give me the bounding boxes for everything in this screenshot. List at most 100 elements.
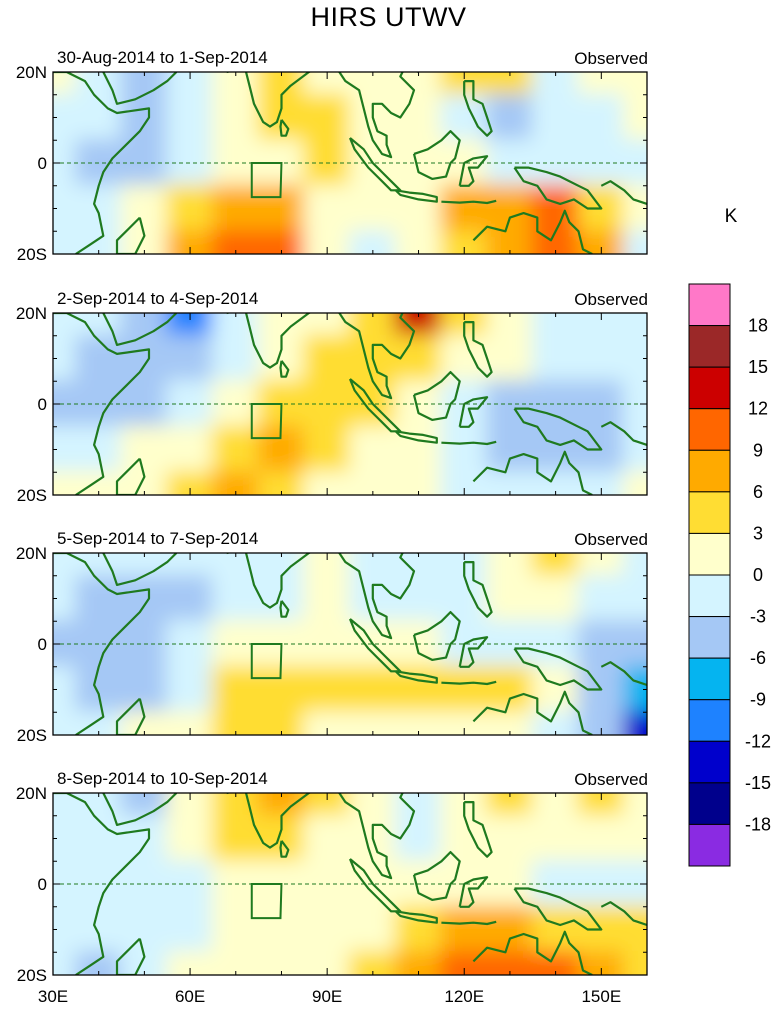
coastline [279, 360, 290, 378]
heatmap-cell [211, 93, 260, 142]
coastline [458, 396, 489, 428]
panel-period: 2-Sep-2014 to 4-Sep-2014 [57, 289, 258, 308]
heatmap-cell [349, 711, 397, 735]
colorbar: 18 15 12 9 6 3 0 -3 -6 -9 -12 -15 -18 K [688, 206, 771, 867]
heatmap-cell [394, 334, 443, 383]
heatmap-cell [349, 553, 397, 577]
heatmap-cell [257, 711, 306, 735]
heatmap-cell [53, 665, 77, 714]
heatmap-cell [303, 553, 351, 577]
panel-period: 5-Sep-2014 to 7-Sep-2014 [57, 529, 258, 548]
heatmap-cell [577, 814, 626, 863]
heatmap-cell [74, 793, 123, 817]
colorbar-bin [688, 740, 731, 784]
coastline [102, 313, 178, 346]
heatmap-cell [166, 425, 214, 474]
coastline [53, 313, 151, 495]
colorbar-bin [688, 532, 731, 576]
coastline [441, 199, 497, 205]
heatmap-cell [577, 793, 626, 817]
heatmap-cell [486, 230, 534, 254]
coastline [412, 371, 461, 421]
coastline [102, 72, 178, 105]
heatmap-cell [120, 471, 169, 495]
heatmap-cell [349, 905, 397, 954]
heatmap-cell [303, 93, 351, 142]
heatmap-cell [53, 72, 77, 96]
heatmap-cell [531, 313, 580, 337]
heatmap-cell [440, 184, 489, 233]
heatmap-cell [394, 711, 443, 735]
lat-label: 20N [16, 784, 47, 803]
coastline [279, 600, 290, 618]
coastline [472, 690, 593, 735]
heatmap-cell [257, 72, 306, 96]
heatmap-cell [166, 711, 214, 735]
colorbar-bin [688, 449, 731, 493]
heatmap-cell [74, 814, 123, 863]
heatmap-cell [349, 72, 397, 96]
heatmap-cell [577, 553, 626, 577]
heatmap-cell [166, 814, 214, 863]
heatmap-cell [166, 313, 214, 337]
colorbar-label: -3 [750, 607, 766, 627]
coastline [463, 80, 493, 137]
heatmap-cell [623, 574, 647, 623]
heatmap-cell [74, 72, 123, 96]
heatmap-cell [303, 574, 351, 623]
heatmap-cell [394, 93, 443, 142]
heatmap-cell [303, 665, 351, 714]
heatmap-cell [577, 574, 626, 623]
heatmap-cell [74, 334, 123, 383]
colorbar-label: 15 [748, 357, 768, 377]
coastline [463, 561, 493, 618]
heatmap-cell [166, 574, 214, 623]
heatmap-cell [53, 905, 77, 954]
coastline [463, 321, 493, 378]
coastline [513, 887, 603, 931]
coastline [226, 313, 312, 369]
coastline [338, 313, 419, 400]
heatmap-cell [349, 184, 397, 233]
heatmap-cell [53, 93, 77, 142]
colorbar-unit: K [725, 206, 738, 227]
heatmap-cell [166, 905, 214, 954]
lat-label: 20S [17, 486, 47, 505]
coastlines [53, 313, 647, 495]
colorbar-bin [688, 782, 731, 825]
coastline [102, 793, 178, 826]
lon-label: 60E [175, 987, 205, 1006]
colorbar-label: 0 [753, 565, 763, 585]
heatmap-cell [394, 553, 443, 577]
heatmap-cell [166, 951, 214, 975]
lat-label: 0 [38, 635, 47, 654]
coastline [600, 661, 647, 687]
heatmap-cell [166, 184, 214, 233]
heatmap-cell [53, 951, 77, 975]
coastline [394, 189, 438, 203]
heatmap-cell [166, 793, 214, 817]
coastline [394, 670, 438, 684]
coastline [600, 421, 647, 446]
heatmap-cell [623, 951, 647, 975]
colorbar-bin [688, 491, 731, 534]
heatmap-cell [303, 72, 351, 96]
heatmap-cell [623, 814, 647, 863]
heatmap-cell [486, 665, 534, 714]
colorbar-label: -12 [745, 731, 771, 751]
coastline [115, 216, 146, 254]
heatmap-cell [394, 951, 443, 975]
region-box [250, 883, 283, 920]
heatmap-cell [120, 905, 169, 954]
heatmap-cell [303, 334, 351, 383]
lat-label: 0 [38, 395, 47, 414]
heatmap-cell [623, 334, 647, 383]
heatmap-cell [53, 230, 77, 254]
heatmap-cell [53, 139, 77, 187]
coastline [115, 937, 146, 975]
coastline [115, 457, 146, 495]
heatmap-cell [166, 72, 214, 96]
heatmap-cell [53, 313, 77, 337]
panels-group: 20N 0 20S 30-Aug-2014 to 1-Sep-2014 Observed… [16, 48, 648, 1006]
